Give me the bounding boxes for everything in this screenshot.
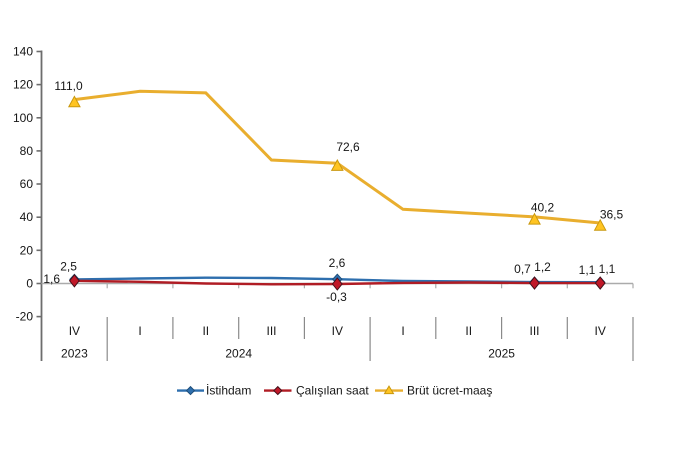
svg-text:60: 60 — [20, 177, 34, 191]
svg-text:80: 80 — [20, 144, 34, 158]
svg-text:100: 100 — [13, 111, 33, 125]
svg-text:20: 20 — [20, 243, 34, 257]
svg-text:Brüt ücret-maaş: Brüt ücret-maaş — [407, 384, 492, 398]
svg-text:2,5: 2,5 — [60, 260, 77, 274]
svg-text:II: II — [465, 324, 472, 338]
svg-text:IV: IV — [595, 324, 606, 338]
svg-text:72,6: 72,6 — [336, 140, 360, 154]
svg-text:III: III — [529, 324, 539, 338]
svg-text:2024: 2024 — [225, 347, 252, 361]
svg-text:-0,3: -0,3 — [326, 290, 347, 304]
svg-text:I: I — [138, 324, 141, 338]
svg-text:36,5: 36,5 — [600, 208, 624, 222]
svg-text:I: I — [401, 324, 404, 338]
svg-text:140: 140 — [13, 45, 33, 59]
svg-text:III: III — [266, 324, 276, 338]
svg-text:Çalışılan saat: Çalışılan saat — [296, 384, 369, 398]
svg-text:2023: 2023 — [61, 347, 88, 361]
svg-text:-20: -20 — [16, 310, 34, 324]
svg-text:40: 40 — [20, 210, 34, 224]
svg-text:İstihdam: İstihdam — [206, 384, 251, 398]
svg-text:2025: 2025 — [488, 347, 515, 361]
svg-text:0: 0 — [26, 277, 33, 291]
svg-text:1,6: 1,6 — [43, 272, 60, 286]
svg-text:1,2: 1,2 — [534, 260, 551, 274]
svg-text:111,0: 111,0 — [54, 79, 83, 93]
svg-text:IV: IV — [69, 324, 80, 338]
svg-text:0,7: 0,7 — [514, 262, 531, 276]
svg-text:40,2: 40,2 — [531, 201, 555, 215]
svg-text:1,1: 1,1 — [599, 262, 616, 276]
svg-text:1,1: 1,1 — [579, 263, 596, 277]
svg-text:120: 120 — [13, 78, 33, 92]
svg-text:II: II — [202, 324, 209, 338]
svg-text:IV: IV — [332, 324, 343, 338]
svg-text:2,6: 2,6 — [329, 256, 346, 270]
